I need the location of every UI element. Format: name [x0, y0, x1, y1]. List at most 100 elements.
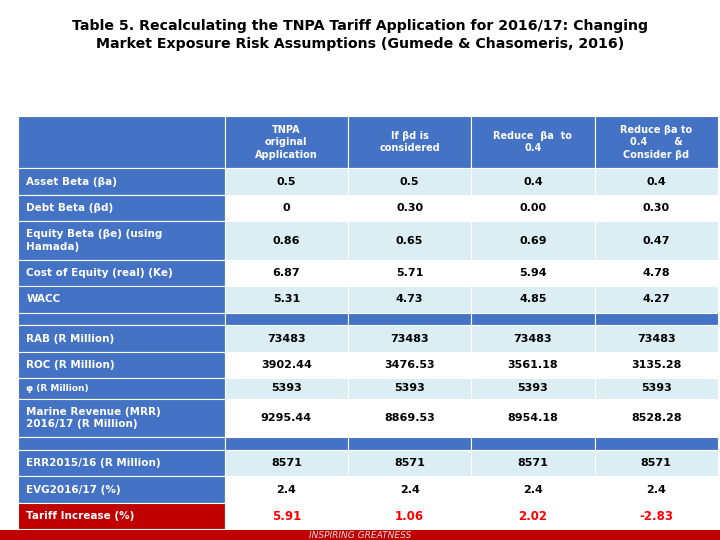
Text: 2.02: 2.02 — [518, 510, 547, 523]
Text: Reduce βa to
0.4        &
Consider βd: Reduce βa to 0.4 & Consider βd — [620, 125, 692, 160]
Bar — [595, 326, 718, 352]
Bar — [225, 437, 348, 450]
Bar — [472, 476, 595, 503]
Bar — [472, 260, 595, 286]
Bar — [18, 313, 225, 326]
Bar — [472, 503, 595, 529]
Bar — [595, 437, 718, 450]
Bar — [348, 326, 472, 352]
Text: 3902.44: 3902.44 — [261, 360, 312, 370]
Bar — [18, 437, 225, 450]
Bar — [472, 195, 595, 221]
Text: 4.78: 4.78 — [642, 268, 670, 278]
Text: 0.47: 0.47 — [642, 235, 670, 246]
Bar — [348, 437, 472, 450]
Text: 8571: 8571 — [394, 458, 425, 468]
Text: Marine Revenue (MRR)
2016/17 (R Million): Marine Revenue (MRR) 2016/17 (R Million) — [26, 407, 161, 429]
Text: 73483: 73483 — [637, 334, 675, 343]
Bar — [225, 450, 348, 476]
Text: Cost of Equity (real) (Ke): Cost of Equity (real) (Ke) — [26, 268, 173, 278]
Text: 73483: 73483 — [513, 334, 552, 343]
Text: Reduce  βa  to
0.4: Reduce βa to 0.4 — [493, 131, 572, 153]
Bar — [348, 221, 472, 260]
Text: 2.4: 2.4 — [276, 484, 296, 495]
Text: 3476.53: 3476.53 — [384, 360, 435, 370]
Text: 0.69: 0.69 — [519, 235, 546, 246]
Bar — [18, 503, 225, 529]
Text: 5.94: 5.94 — [519, 268, 546, 278]
Text: 8869.53: 8869.53 — [384, 413, 435, 423]
Text: 1.06: 1.06 — [395, 510, 424, 523]
Text: 8571: 8571 — [271, 458, 302, 468]
Bar — [348, 450, 472, 476]
Bar — [225, 116, 348, 168]
Text: 8571: 8571 — [641, 458, 672, 468]
Text: 8571: 8571 — [518, 458, 549, 468]
Text: 4.85: 4.85 — [519, 294, 546, 305]
Text: 6.87: 6.87 — [272, 268, 300, 278]
Text: 4.27: 4.27 — [642, 294, 670, 305]
Text: 0.65: 0.65 — [396, 235, 423, 246]
Text: INSPIRING GREATNESS: INSPIRING GREATNESS — [309, 531, 411, 539]
Bar — [472, 116, 595, 168]
Text: 5.91: 5.91 — [271, 510, 301, 523]
Bar — [225, 503, 348, 529]
Bar — [18, 476, 225, 503]
Bar — [348, 476, 472, 503]
Bar — [18, 116, 225, 168]
Bar — [18, 450, 225, 476]
Bar — [595, 195, 718, 221]
Bar — [595, 503, 718, 529]
Bar — [18, 352, 225, 378]
Bar — [348, 313, 472, 326]
Bar — [348, 503, 472, 529]
Text: 4.73: 4.73 — [396, 294, 423, 305]
Bar — [472, 352, 595, 378]
Bar — [225, 399, 348, 437]
Text: Equity Beta (βe) (using
Hamada): Equity Beta (βe) (using Hamada) — [26, 230, 163, 252]
Bar — [595, 450, 718, 476]
Bar — [348, 378, 472, 399]
Text: 2.4: 2.4 — [647, 484, 666, 495]
Bar — [595, 352, 718, 378]
Text: φ (R Million): φ (R Million) — [26, 384, 89, 393]
Bar — [18, 399, 225, 437]
Text: Debt Beta (βd): Debt Beta (βd) — [26, 203, 114, 213]
Text: 5393: 5393 — [518, 383, 549, 394]
Bar — [595, 168, 718, 195]
Bar — [18, 260, 225, 286]
Text: 5393: 5393 — [271, 383, 302, 394]
Bar — [348, 195, 472, 221]
Bar — [595, 221, 718, 260]
Text: If βd is
considered: If βd is considered — [379, 131, 440, 153]
Text: 2.4: 2.4 — [523, 484, 543, 495]
Text: 73483: 73483 — [267, 334, 305, 343]
Text: 8528.28: 8528.28 — [631, 413, 682, 423]
Text: 5.71: 5.71 — [396, 268, 423, 278]
Bar — [225, 195, 348, 221]
Text: ROC (R Million): ROC (R Million) — [26, 360, 115, 370]
Text: 0.86: 0.86 — [273, 235, 300, 246]
Bar — [472, 437, 595, 450]
Bar — [225, 286, 348, 313]
Bar — [472, 286, 595, 313]
Text: 73483: 73483 — [390, 334, 429, 343]
Bar — [348, 352, 472, 378]
Bar — [348, 286, 472, 313]
Text: 5393: 5393 — [395, 383, 425, 394]
Bar — [18, 326, 225, 352]
Text: WACC: WACC — [26, 294, 60, 305]
Text: EVG2016/17 (%): EVG2016/17 (%) — [26, 484, 121, 495]
Bar — [595, 286, 718, 313]
Bar — [225, 260, 348, 286]
Bar — [595, 116, 718, 168]
Bar — [348, 168, 472, 195]
Text: 9295.44: 9295.44 — [261, 413, 312, 423]
Text: 0.30: 0.30 — [643, 203, 670, 213]
Text: 0: 0 — [282, 203, 290, 213]
Text: 5.31: 5.31 — [273, 294, 300, 305]
Text: RAB (R Million): RAB (R Million) — [26, 334, 114, 343]
Text: 3135.28: 3135.28 — [631, 360, 681, 370]
Bar — [472, 221, 595, 260]
Bar — [595, 260, 718, 286]
